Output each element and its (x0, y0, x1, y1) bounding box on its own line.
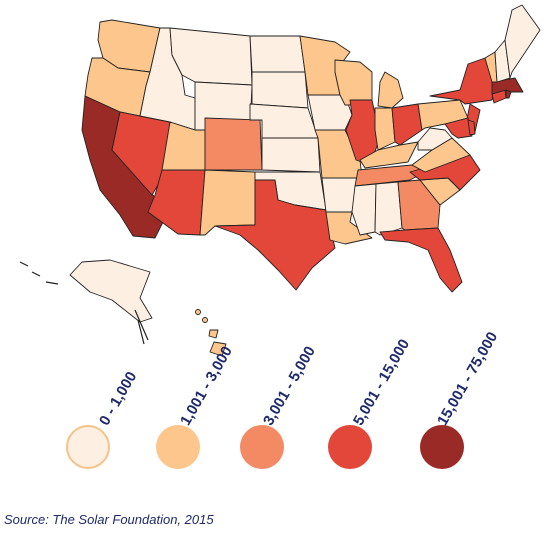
state-massachusetts (491, 77, 524, 95)
alaska-islands (19, 261, 149, 345)
legend-swatch-0 (66, 425, 110, 469)
state-colorado (204, 117, 263, 171)
state-maryland (444, 117, 473, 139)
state-florida (379, 227, 463, 293)
legend-swatch-3 (328, 425, 372, 469)
state-hawaii-kauai (195, 309, 201, 315)
legend-swatch-1 (156, 425, 200, 469)
state-indiana (374, 107, 396, 151)
state-north-dakota (249, 35, 306, 73)
state-kansas (261, 137, 321, 173)
state-maine (504, 4, 541, 79)
state-hawaii-big-island (209, 341, 227, 357)
state-delaware (467, 119, 476, 136)
state-south-dakota (251, 71, 309, 109)
state-mississippi (351, 183, 377, 236)
state-alabama (374, 181, 403, 236)
state-iowa (307, 94, 353, 131)
state-west-virginia (417, 127, 453, 151)
state-michigan (377, 71, 404, 109)
state-ohio (391, 103, 423, 146)
state-hawaii-oahu (202, 317, 208, 323)
legend-swatch-4 (420, 425, 464, 469)
state-new-york (429, 57, 496, 105)
legend-swatch-2 (240, 425, 284, 469)
state-texas (214, 179, 336, 291)
state-alaska (69, 259, 153, 323)
state-virginia (411, 137, 471, 173)
source-caption: Source: The Solar Foundation, 2015 (4, 512, 214, 527)
state-hawaii-maui (208, 329, 219, 339)
